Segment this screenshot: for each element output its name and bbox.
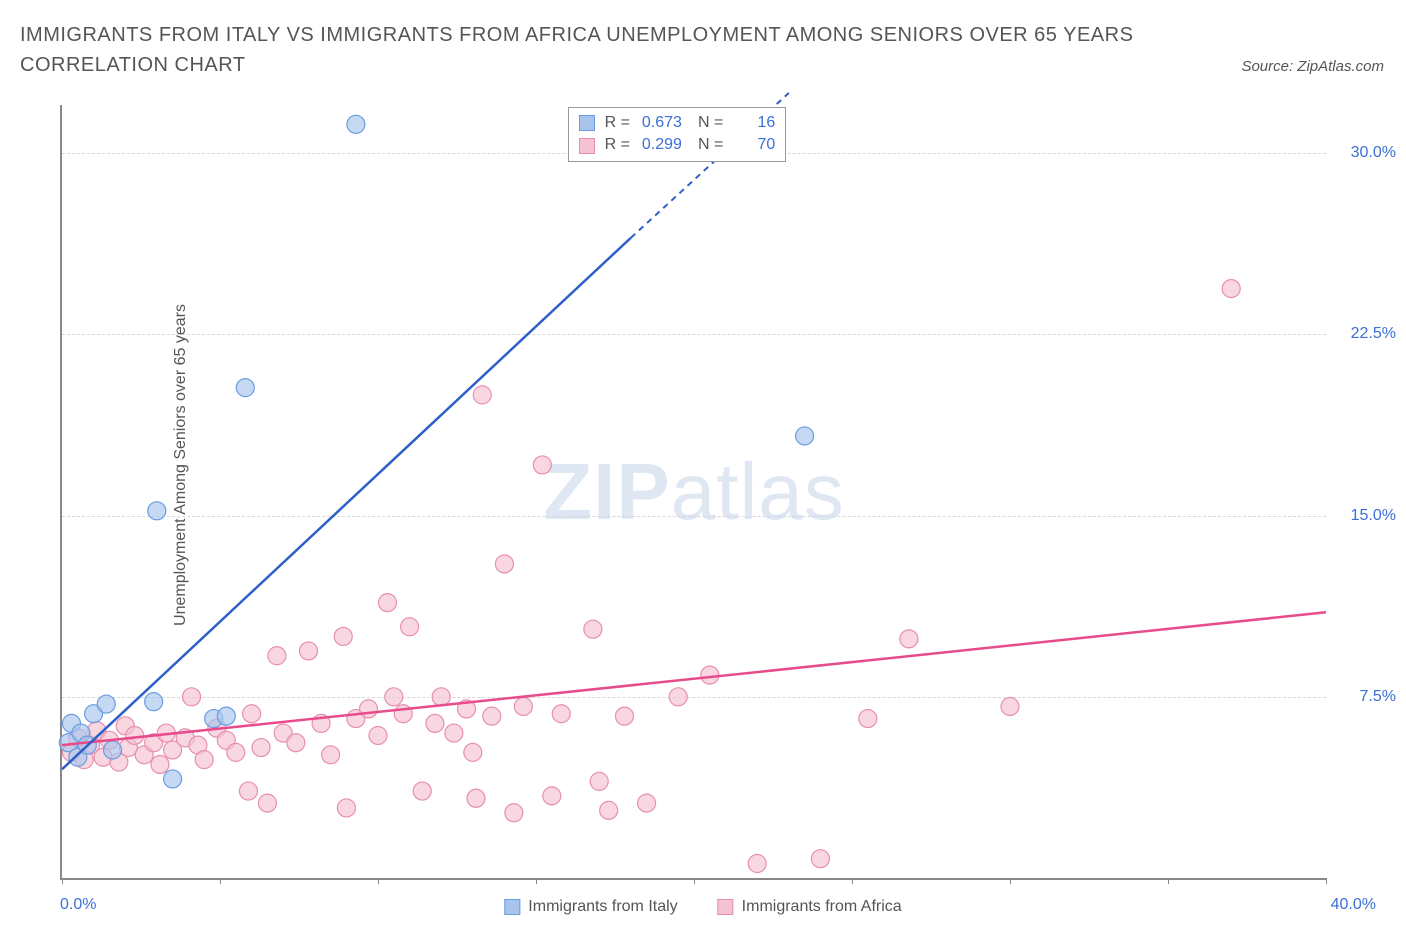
- scatter-point-italy: [217, 707, 235, 725]
- x-tick: [852, 878, 853, 884]
- scatter-point-africa: [811, 850, 829, 868]
- scatter-point-italy: [97, 695, 115, 713]
- scatter-point-africa: [445, 724, 463, 742]
- scatter-point-italy: [145, 693, 163, 711]
- scatter-point-africa: [1001, 697, 1019, 715]
- n-label: N =: [698, 112, 723, 134]
- scatter-point-africa: [533, 456, 551, 474]
- scatter-point-africa: [590, 772, 608, 790]
- stat-row-italy: R = 0.673 N = 16: [579, 112, 776, 134]
- scatter-point-africa: [413, 782, 431, 800]
- legend-item-africa: Immigrants from Africa: [718, 898, 902, 916]
- scatter-point-italy: [164, 770, 182, 788]
- scatter-point-africa: [748, 855, 766, 873]
- scatter-point-africa: [701, 666, 719, 684]
- scatter-point-africa: [514, 697, 532, 715]
- r-value-italy: 0.673: [636, 112, 682, 134]
- scatter-point-africa: [495, 555, 513, 573]
- scatter-point-africa: [360, 700, 378, 718]
- r-label: R =: [605, 112, 630, 134]
- x-tick: [1168, 878, 1169, 884]
- scatter-point-africa: [426, 714, 444, 732]
- scatter-point-africa: [258, 794, 276, 812]
- scatter-point-africa: [243, 705, 261, 723]
- scatter-point-africa: [638, 794, 656, 812]
- legend-label-italy: Immigrants from Italy: [528, 898, 677, 916]
- scatter-point-africa: [483, 707, 501, 725]
- scatter-point-africa: [669, 688, 687, 706]
- scatter-point-africa: [151, 755, 169, 773]
- scatter-point-africa: [252, 739, 270, 757]
- x-tick: [62, 878, 63, 884]
- scatter-point-africa: [473, 386, 491, 404]
- scatter-point-italy: [796, 427, 814, 445]
- r-label: R =: [605, 134, 630, 156]
- n-value-africa: 70: [729, 134, 775, 156]
- scatter-point-africa: [369, 726, 387, 744]
- scatter-point-africa: [552, 705, 570, 723]
- scatter-point-africa: [385, 688, 403, 706]
- x-tick: [694, 878, 695, 884]
- plot-svg: [62, 105, 1326, 878]
- scatter-point-africa: [195, 751, 213, 769]
- scatter-point-africa: [432, 688, 450, 706]
- y-tick-label: 7.5%: [1360, 688, 1396, 706]
- scatter-point-africa: [227, 743, 245, 761]
- plot-area: ZIPatlas 7.5%15.0%22.5%30.0% R = 0.673 N…: [60, 105, 1326, 880]
- x-tick: [220, 878, 221, 884]
- scatter-point-africa: [505, 804, 523, 822]
- scatter-point-africa: [467, 789, 485, 807]
- stat-row-africa: R = 0.299 N = 70: [579, 134, 776, 156]
- scatter-point-africa: [334, 627, 352, 645]
- legend-label-africa: Immigrants from Africa: [742, 898, 902, 916]
- y-tick-label: 30.0%: [1351, 144, 1396, 162]
- legend-swatch-africa: [718, 899, 734, 915]
- regression-line-italy: [62, 238, 631, 769]
- x-tick: [536, 878, 537, 884]
- scatter-point-africa: [464, 743, 482, 761]
- swatch-africa: [579, 138, 595, 154]
- scatter-point-africa: [1222, 280, 1240, 298]
- x-tick: [1010, 878, 1011, 884]
- scatter-point-italy: [148, 502, 166, 520]
- scatter-point-africa: [337, 799, 355, 817]
- scatter-point-italy: [104, 741, 122, 759]
- scatter-point-africa: [268, 647, 286, 665]
- swatch-italy: [579, 115, 595, 131]
- chart-title: IMMIGRANTS FROM ITALY VS IMMIGRANTS FROM…: [20, 20, 1286, 80]
- y-tick-label: 15.0%: [1351, 507, 1396, 525]
- legend-swatch-italy: [504, 899, 520, 915]
- scatter-point-africa: [322, 746, 340, 764]
- scatter-point-africa: [126, 726, 144, 744]
- x-legend: Immigrants from Italy Immigrants from Af…: [504, 898, 901, 916]
- scatter-point-africa: [543, 787, 561, 805]
- n-value-italy: 16: [729, 112, 775, 134]
- correlation-stats-box: R = 0.673 N = 16 R = 0.299 N = 70: [568, 107, 787, 162]
- x-axis-start-label: 0.0%: [60, 896, 96, 914]
- scatter-point-italy: [347, 115, 365, 133]
- scatter-point-africa: [900, 630, 918, 648]
- scatter-point-africa: [615, 707, 633, 725]
- r-value-africa: 0.299: [636, 134, 682, 156]
- scatter-point-africa: [299, 642, 317, 660]
- scatter-point-africa: [378, 594, 396, 612]
- source-attribution: Source: ZipAtlas.com: [1241, 58, 1384, 75]
- x-tick: [378, 878, 379, 884]
- regression-line-africa: [62, 612, 1326, 745]
- legend-item-italy: Immigrants from Italy: [504, 898, 677, 916]
- scatter-point-africa: [183, 688, 201, 706]
- x-axis-end-label: 40.0%: [1331, 896, 1376, 914]
- scatter-point-africa: [287, 734, 305, 752]
- scatter-point-africa: [600, 801, 618, 819]
- n-label: N =: [698, 134, 723, 156]
- x-tick: [1326, 878, 1327, 884]
- scatter-point-africa: [401, 618, 419, 636]
- scatter-point-africa: [584, 620, 602, 638]
- scatter-point-italy: [236, 379, 254, 397]
- scatter-point-africa: [859, 710, 877, 728]
- scatter-point-africa: [239, 782, 257, 800]
- y-tick-label: 22.5%: [1351, 325, 1396, 343]
